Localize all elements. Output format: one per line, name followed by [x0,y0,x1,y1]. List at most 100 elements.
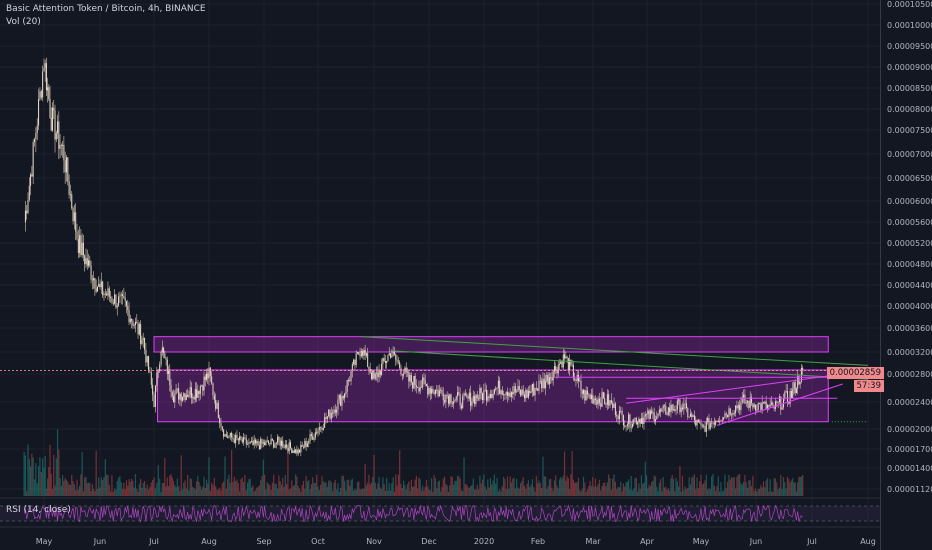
candle-body [355,353,357,366]
time-axis[interactable]: May Jun Jul Aug Sep Oct Nov Dec 2020 Feb Mar Apr May… [36,537,876,546]
volume-bar [753,490,755,496]
volume-bar [199,485,201,496]
candle-body [755,404,757,411]
candle-body [179,393,181,400]
candle-body [286,444,288,448]
candle-body [514,386,516,393]
candle-body [594,398,596,401]
volume-bar [639,489,641,496]
volume-bar [772,491,774,496]
volume-bar [546,489,548,496]
volume-bar [788,478,790,496]
candle-body [415,385,417,388]
candle-body [708,417,710,429]
volume-bar [26,491,28,496]
candle-body [129,319,131,323]
candle-body [419,386,421,392]
price-axis[interactable]: 0.00010500 0.00010000 0.00009500 0.00009000… [880,0,932,550]
price-tick-label: 0.00005200 [887,239,932,248]
candle-body [174,393,176,403]
volume-bar [400,484,402,496]
candle-body [341,396,343,406]
channel-line-upper [626,373,843,404]
candle-body [59,145,61,149]
volume-bar [463,457,465,496]
candle-body [539,380,541,382]
volume-bar [526,483,528,496]
candle-body [212,383,214,396]
volume-bar [67,481,69,496]
volume-bar [575,482,577,496]
candle-body [691,413,693,418]
candle-body [269,443,271,445]
volume-bar [396,485,398,496]
volume-bar [217,489,219,496]
volume-bar [697,488,699,496]
candle-body [593,398,595,404]
candle-body [203,376,205,391]
candle-body [253,439,255,445]
candle-body [150,372,152,385]
volume-bar [89,482,91,496]
volume-bar [31,453,33,496]
candle-body [784,392,786,399]
volume-bar [242,481,245,496]
candle-body [243,437,245,443]
candle-body [617,416,619,420]
candle-body [455,396,457,400]
candle-body [552,371,554,381]
candle-body [144,338,146,350]
candle-body [513,386,515,395]
volume-bar [215,486,217,496]
volume-bar [260,480,262,496]
volume-bar [167,486,170,496]
volume-bar [127,485,129,496]
volume-bar [692,476,694,496]
volume-bar [131,478,133,496]
volume-bar [312,477,314,496]
price-tick-label: 0.00006000 [887,197,932,206]
candle-body [169,369,171,385]
volume-bar [96,489,99,496]
candle-body [769,404,771,407]
volume-bar [40,472,42,496]
candle-body [542,378,544,389]
candle-body [118,296,120,306]
candle-body [541,381,543,389]
candle-body [543,378,545,389]
last-price-label: 0.00002859 [826,367,884,379]
candle-body [770,402,772,405]
candle-body [322,427,324,430]
candle-body [163,347,165,354]
volume-bar [745,482,747,496]
volume-bar [440,491,442,496]
volume-indicator-label[interactable]: Vol (20) [6,17,41,27]
candle-body [277,436,279,443]
volume-bar [794,482,796,496]
candle-body [211,376,213,384]
candle-body [732,413,734,416]
volume-bar [192,486,194,496]
volume-bar [647,488,649,496]
volume-bar [437,481,439,496]
volume-bar [382,477,384,496]
candle-body [740,402,742,411]
rsi-indicator-label[interactable]: RSI (14, close) [6,505,71,515]
volume-bar [189,478,191,496]
candle-body [590,394,592,400]
candle-body [304,441,306,448]
candle-body [653,412,655,422]
volume-bar [704,480,706,496]
volume-bar [455,480,457,496]
candle-body [51,107,53,131]
volume-bar [724,474,726,496]
candle-body [193,397,195,400]
volume-bar [660,479,662,496]
volume-bar [424,486,426,496]
candle-body [312,436,314,440]
volume-bar [80,474,82,496]
price-tick-label: 0.00001400 [887,464,932,473]
volume-bar [563,451,566,496]
volume-bar [720,482,722,496]
